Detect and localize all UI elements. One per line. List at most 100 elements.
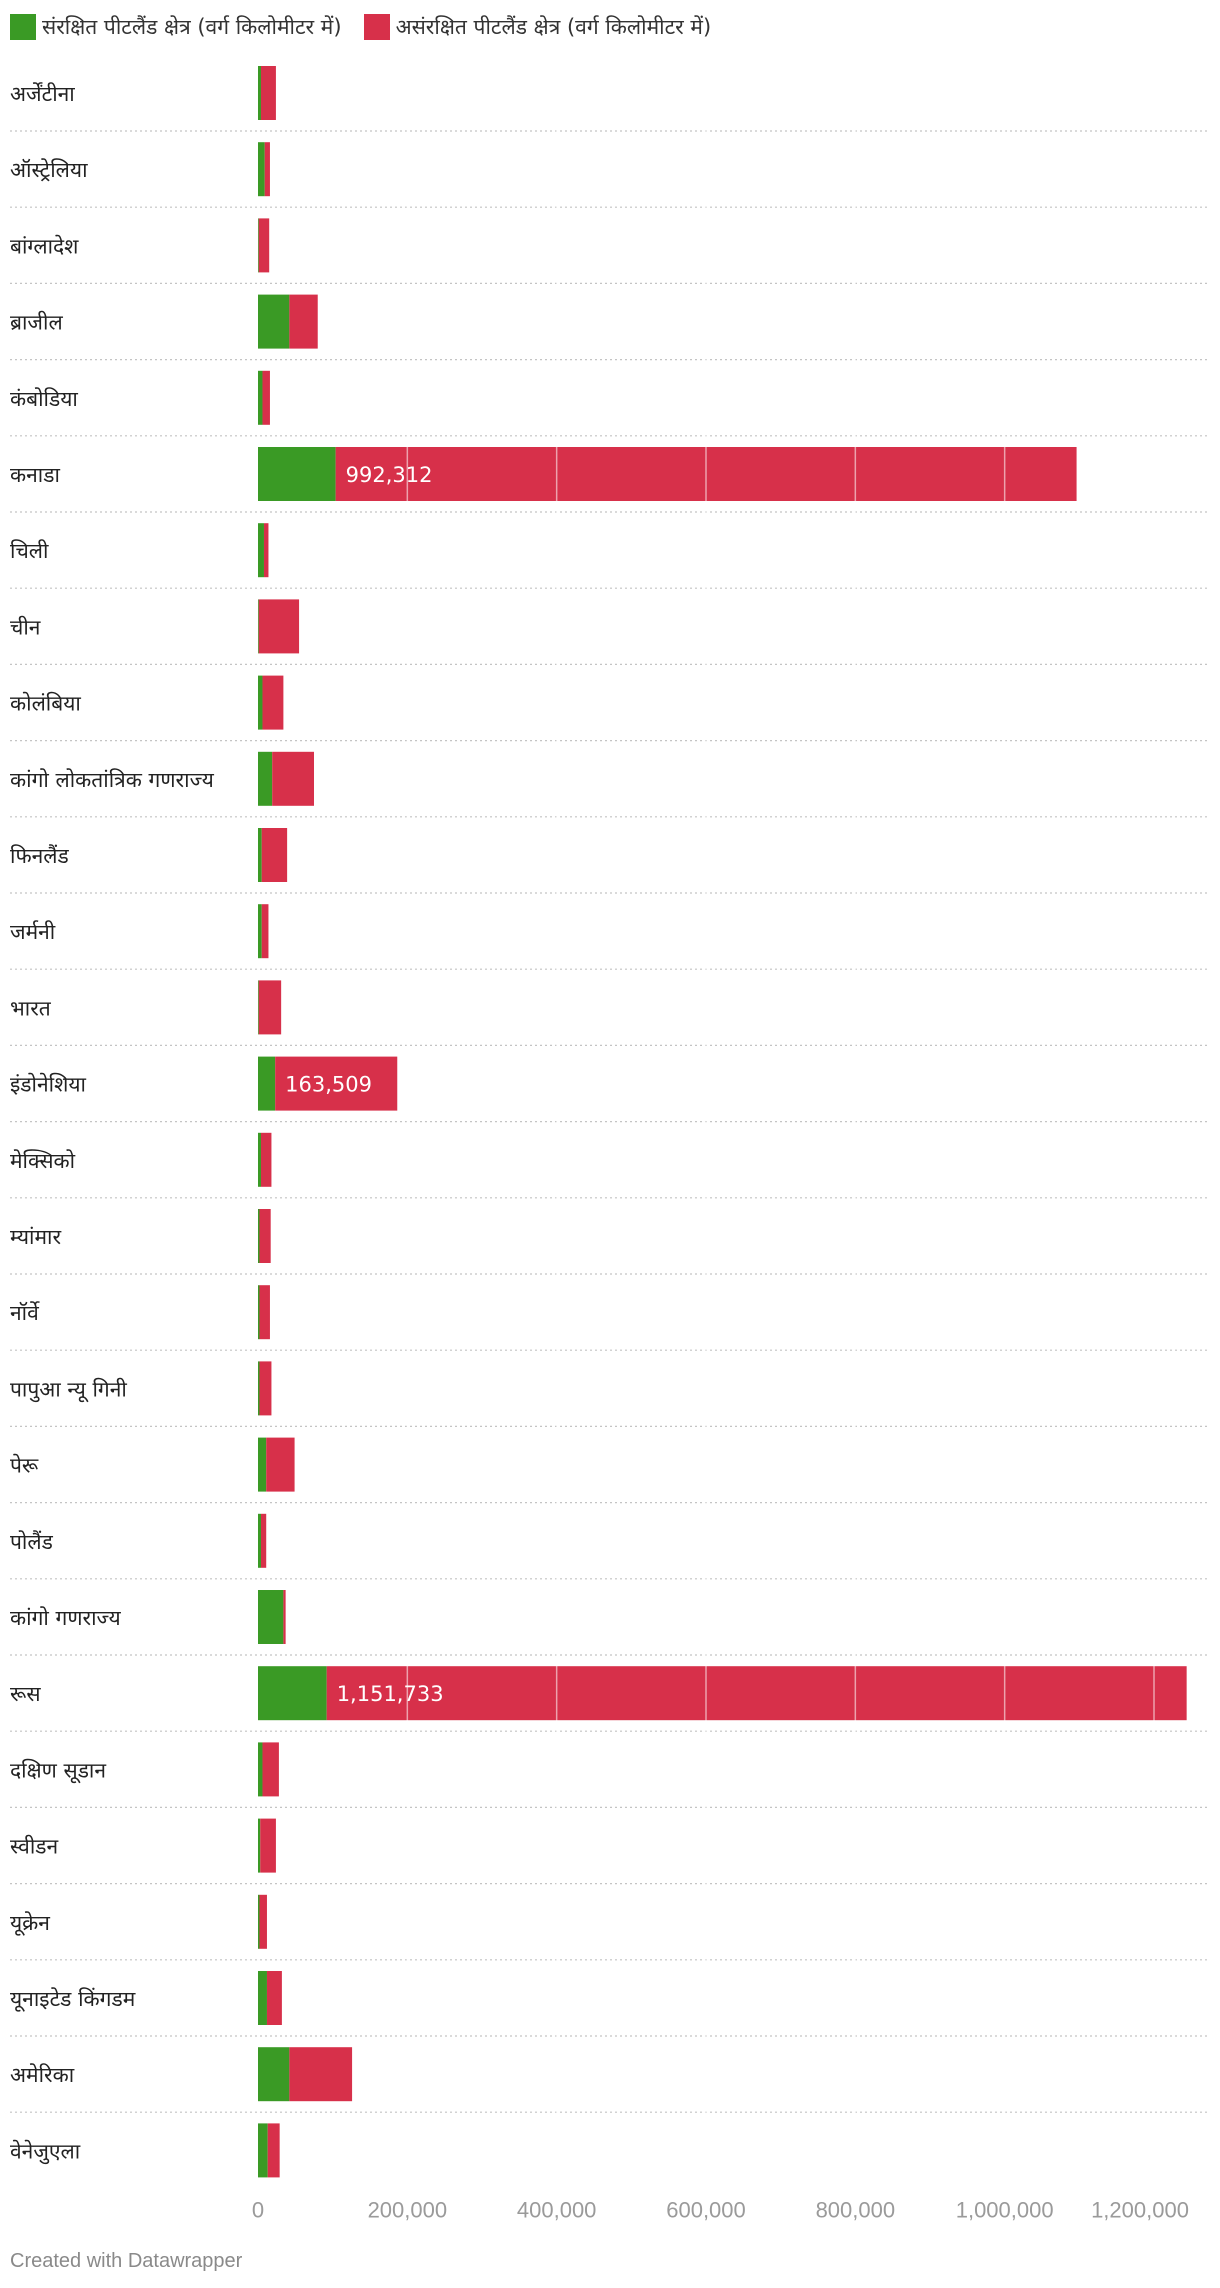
- category-label: पापुआ न्यू गिनी: [10, 1377, 127, 1402]
- bar-segment-unprotected: [260, 1132, 272, 1187]
- x-tick-label: 800,000: [816, 2197, 896, 2222]
- bar-segment-unprotected: [260, 66, 276, 120]
- category-label: अर्जेंटीना: [10, 82, 75, 106]
- bar-segment-protected: [258, 1666, 327, 1721]
- bar-segment-unprotected: [258, 218, 270, 273]
- x-tick-label: 400,000: [517, 2197, 597, 2222]
- bar-segment-protected: [258, 447, 336, 501]
- bar-segment-protected: [258, 1056, 276, 1111]
- bar-segment-protected: [258, 2123, 268, 2178]
- bar-segment-unprotected: [259, 1285, 270, 1340]
- bar-segment-protected: [258, 751, 273, 806]
- bar-segment-protected: [258, 1894, 260, 1949]
- category-label: यूक्रेन: [10, 1911, 50, 1936]
- bar-segment-unprotected: [259, 1209, 271, 1263]
- bar-segment-protected: [258, 1590, 284, 1644]
- gridlines: [406, 60, 1155, 2182]
- category-label: मेक्सिको: [10, 1149, 76, 1173]
- legend-label-unprotected: असंरक्षित पीटलैंड क्षेत्र (वर्ग किलोमीटर…: [395, 15, 712, 39]
- bar-segment-unprotected: [259, 1894, 267, 1949]
- bar-segment-protected: [258, 599, 259, 654]
- bar-segment-unprotected: [275, 1056, 398, 1111]
- bar-segment-unprotected: [261, 828, 288, 882]
- category-label: चिली: [10, 539, 49, 563]
- category-label: स्वीडन: [10, 1835, 59, 1859]
- bar-segment-protected: [258, 904, 262, 959]
- legend-item-unprotected: असंरक्षित पीटलैंड क्षेत्र (वर्ग किलोमीटर…: [363, 13, 712, 41]
- category-label: म्यांमार: [10, 1225, 61, 1249]
- category-label: इंडोनेशिया: [10, 1073, 87, 1097]
- category-label: फिनलैंड: [10, 844, 70, 868]
- bar-value-label: 1,151,733: [337, 1682, 444, 1706]
- bar-segment-protected: [258, 1361, 260, 1416]
- bar-segment-unprotected: [272, 751, 314, 806]
- bar-segment-protected: [258, 218, 259, 273]
- category-label: पोलैंड: [10, 1530, 54, 1554]
- bar-segment-unprotected: [263, 523, 269, 578]
- bar-segment-unprotected: [283, 1590, 286, 1644]
- bar-segment-unprotected: [260, 1818, 276, 1873]
- bar-segment-unprotected: [266, 1437, 295, 1492]
- bar-segment-protected: [258, 1971, 267, 2025]
- bar-segment-unprotected: [262, 1742, 279, 1797]
- category-label: रूस: [10, 1682, 41, 1706]
- x-tick-label: 200,000: [368, 2197, 448, 2222]
- category-label: भारत: [10, 996, 52, 1020]
- category-label: दक्षिण सूडान: [10, 1758, 106, 1783]
- category-label: चीन: [10, 615, 41, 639]
- bar-segment-unprotected: [258, 980, 282, 1035]
- bar-value-label: 992,312: [346, 463, 433, 487]
- bar-segment-unprotected: [262, 675, 284, 730]
- x-axis-ticks: 0 200,000 400,000 600,000 800,000 1,000,000 1,…: [252, 2197, 1189, 2222]
- footer-credit: Created with Datawrapper: [10, 2250, 243, 2272]
- legend-item-protected: संरक्षित पीटलैंड क्षेत्र (वर्ग किलोमीटर …: [10, 13, 342, 41]
- bar-segment-protected: [258, 1513, 261, 1568]
- bar-segment-unprotected: [259, 1361, 272, 1416]
- bar-segment-protected: [258, 1132, 261, 1187]
- bar-segment-protected: [258, 142, 265, 197]
- category-label: कनाडा: [10, 463, 60, 487]
- category-label: कांगो लोकतांत्रिक गणराज्य: [10, 768, 215, 792]
- bar-segment-unprotected: [261, 904, 269, 959]
- bar-segment-protected: [258, 66, 261, 120]
- bars: [258, 66, 1187, 2178]
- bar-segment-protected: [258, 1437, 267, 1492]
- legend: संरक्षित पीटलैंड क्षेत्र (वर्ग किलोमीटर …: [10, 12, 733, 42]
- x-tick-label: 0: [252, 2197, 264, 2222]
- category-label: ब्राजील: [10, 311, 63, 335]
- x-tick-label: 1,000,000: [956, 2197, 1054, 2222]
- bar-segment-unprotected: [289, 2047, 353, 2102]
- data-labels: 992,312 163,509 1,151,733: [285, 463, 443, 1706]
- bar-segment-unprotected: [267, 2123, 280, 2178]
- bar-segment-unprotected: [326, 1666, 1187, 1721]
- bar-segment-unprotected: [258, 599, 300, 654]
- category-label: पेरू: [10, 1454, 39, 1478]
- category-label: वेनेजुएला: [10, 2139, 81, 2164]
- legend-swatch-protected: [10, 14, 36, 40]
- x-tick-label: 600,000: [666, 2197, 746, 2222]
- bar-segment-unprotected: [262, 370, 270, 425]
- rows: अर्जेंटीना ऑस्ट्रेलिया बांग्लादेश ब्राजील कं…: [10, 82, 1210, 2164]
- bar-segment-protected: [258, 1285, 260, 1340]
- bar-segment-protected: [258, 1818, 261, 1873]
- category-label: कोलंबिया: [10, 692, 81, 716]
- bar-segment-protected: [258, 980, 259, 1035]
- legend-swatch-unprotected: [363, 14, 390, 40]
- bar-segment-protected: [258, 2047, 290, 2102]
- bar-segment-unprotected: [266, 1971, 282, 2025]
- bar-segment-protected: [258, 675, 263, 730]
- bar-segment-protected: [258, 1209, 260, 1263]
- category-label: यूनाइटेड किंगडम: [10, 1987, 136, 2012]
- legend-label-protected: संरक्षित पीटलैंड क्षेत्र (वर्ग किलोमीटर …: [42, 15, 342, 39]
- category-label: नॉर्वे: [10, 1301, 41, 1325]
- bar-segment-protected: [258, 370, 263, 425]
- category-label: जर्मनी: [10, 920, 56, 944]
- bar-segment-protected: [258, 1742, 263, 1797]
- bar-value-label: 163,509: [285, 1073, 372, 1097]
- category-label: अमेरिका: [10, 2063, 75, 2087]
- category-label: बांग्लादेश: [10, 234, 79, 258]
- bar-segment-protected: [258, 828, 262, 882]
- bar-segment-unprotected: [289, 294, 318, 349]
